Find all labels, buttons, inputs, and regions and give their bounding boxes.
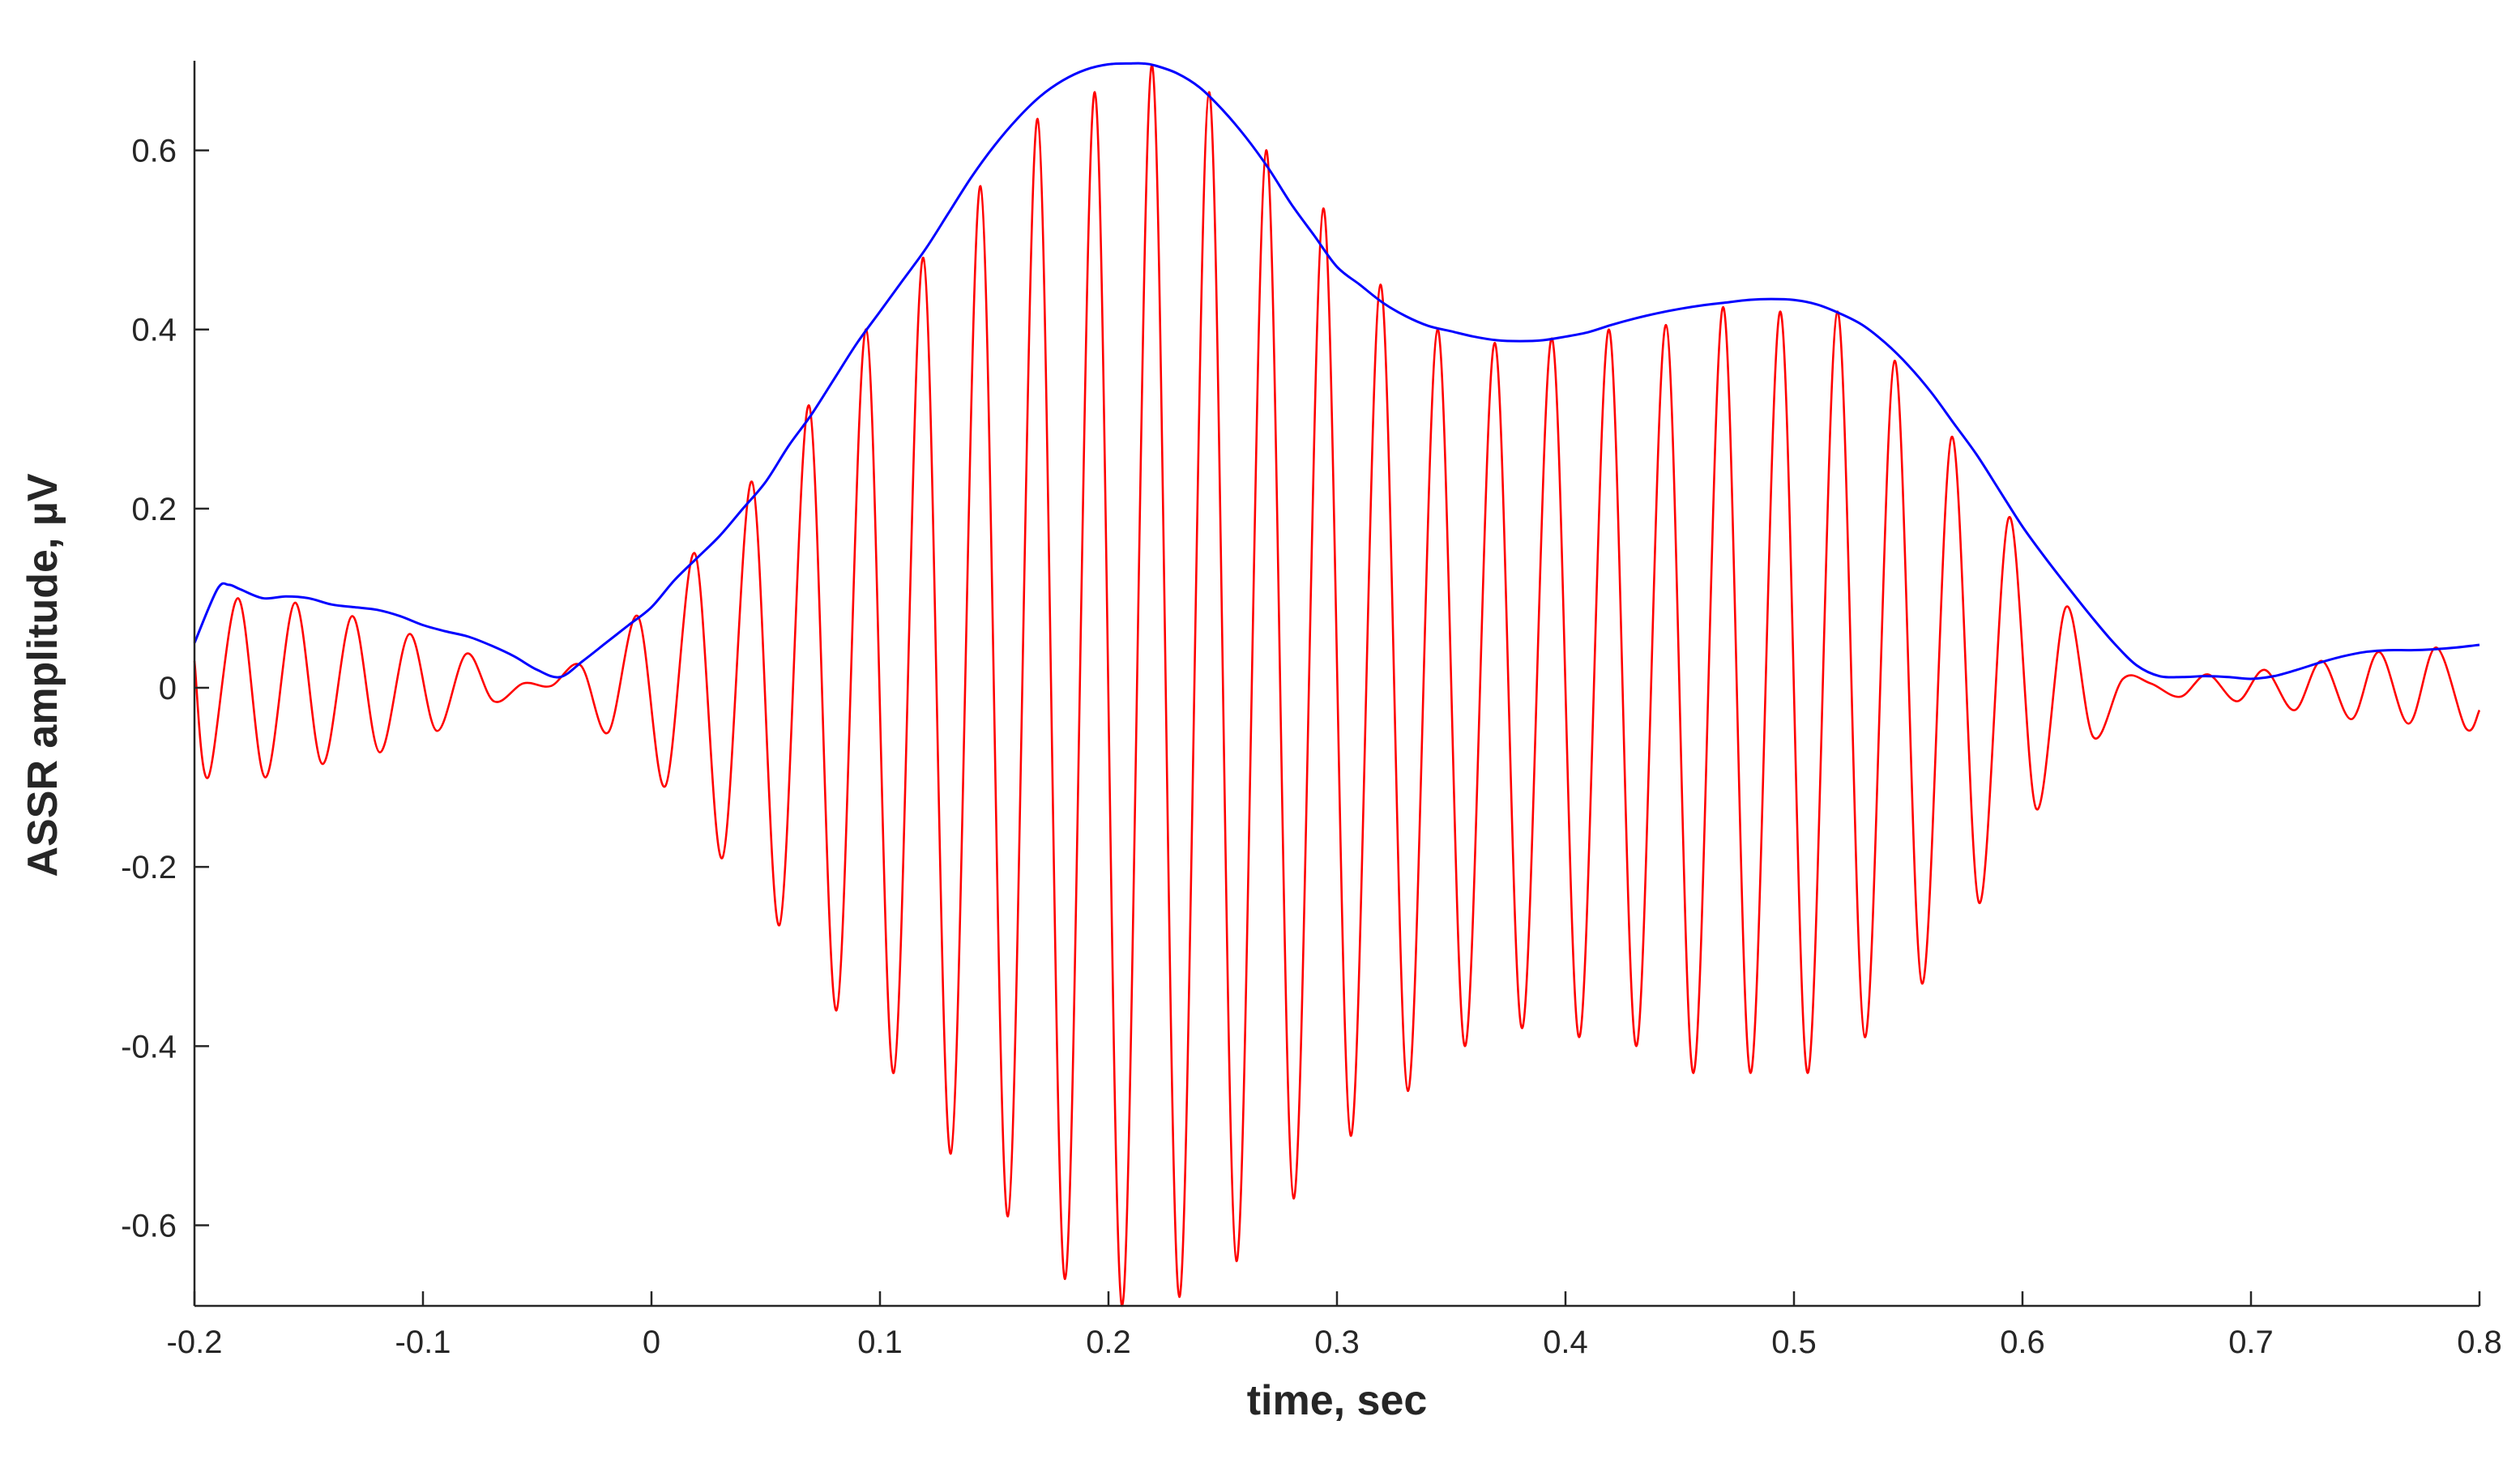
y-tick-label: 0 (159, 671, 177, 706)
y-tick-label: 0.6 (131, 134, 177, 169)
x-tick-label: 0.7 (2228, 1325, 2274, 1360)
y-tick-label: -0.4 (121, 1029, 177, 1064)
y-tick-label: 0.4 (131, 313, 177, 348)
y-tick-label: 0.2 (131, 492, 177, 527)
x-axis-title: time, sec (1247, 1377, 1428, 1424)
y-tick-label: -0.6 (121, 1208, 177, 1244)
x-tick-label: 0.3 (1314, 1325, 1360, 1360)
y-axis-title: ASSR amplitude, µV (19, 473, 66, 877)
plot-area (193, 62, 2481, 1307)
signal-series-line (193, 64, 2481, 1307)
x-tick-label: -0.2 (167, 1325, 223, 1360)
x-tick-label: 0.5 (1771, 1325, 1817, 1360)
y-axis-ticks: 0.6 0.4 0.2 0 -0.2 -0.4 -0.6 (121, 134, 209, 1244)
x-tick-label: 0.4 (1543, 1325, 1588, 1360)
x-tick-label: 0.6 (2000, 1325, 2045, 1360)
y-tick-label: -0.2 (121, 850, 177, 885)
x-tick-label: -0.1 (395, 1325, 451, 1360)
x-tick-label: 0.8 (2457, 1325, 2502, 1360)
x-tick-label: 0 (643, 1325, 660, 1360)
x-tick-label: 0.2 (1086, 1325, 1131, 1360)
envelope-series-line (193, 62, 2480, 680)
x-tick-label: 0.1 (857, 1325, 903, 1360)
x-axis-ticks: -0.2 -0.1 0 0.1 0.2 0.3 0.4 0.5 0.6 0.7 0.8 (167, 1291, 2502, 1360)
